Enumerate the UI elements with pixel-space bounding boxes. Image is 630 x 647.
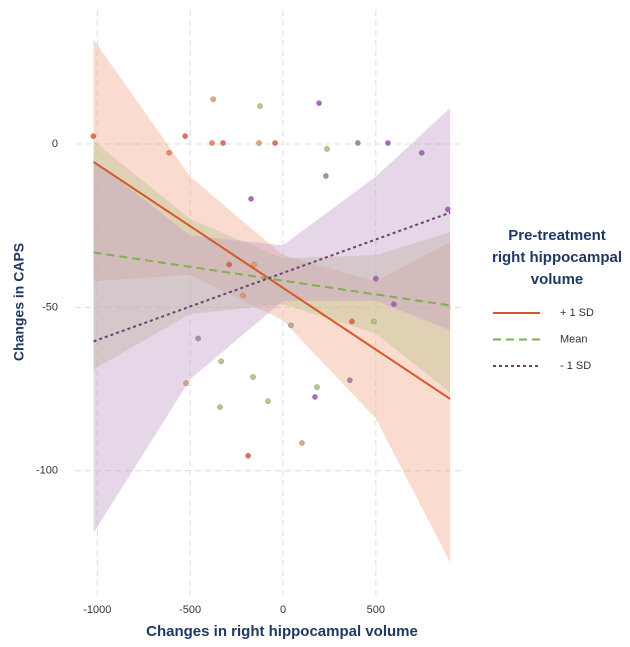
- confidence-band: [93, 108, 451, 533]
- data-point: [347, 377, 353, 384]
- data-point: [195, 335, 201, 342]
- x-tick-label: -500: [179, 604, 201, 616]
- data-point: [418, 150, 425, 156]
- legend-label: Mean: [560, 333, 588, 345]
- confidence-band: [93, 140, 451, 393]
- legend-title: right hippocampal: [492, 249, 622, 266]
- data-point: [299, 440, 305, 446]
- data-point: [245, 453, 251, 459]
- legend-title: Pre-treatment: [508, 227, 606, 244]
- data-point: [256, 140, 262, 146]
- data-point: [257, 103, 263, 109]
- x-tick-label: 500: [367, 604, 385, 616]
- data-point: [272, 140, 278, 146]
- data-point: [288, 322, 294, 329]
- y-tick-label: -50: [42, 301, 58, 313]
- y-axis-title: Changes in CAPS: [11, 243, 27, 361]
- data-point: [316, 100, 322, 106]
- x-tick-label: 0: [280, 604, 286, 616]
- data-point: [314, 384, 320, 390]
- data-point: [371, 318, 377, 325]
- x-tick-label: -1000: [83, 604, 111, 616]
- x-axis-title: Changes in right hippocampal volume: [146, 623, 418, 640]
- data-point: [183, 380, 189, 386]
- data-point: [220, 140, 226, 146]
- legend-title: volume: [531, 271, 584, 288]
- data-point: [250, 374, 256, 380]
- data-point: [226, 261, 232, 268]
- data-point: [349, 318, 355, 325]
- data-point: [248, 196, 254, 202]
- data-point: [182, 133, 188, 139]
- data-point: [90, 133, 97, 139]
- data-point: [391, 301, 397, 307]
- y-tick-label: -100: [36, 465, 58, 477]
- data-point: [218, 358, 224, 365]
- confidence-band: [93, 39, 451, 563]
- legend-label: - 1 SD: [560, 360, 591, 372]
- data-point: [312, 394, 318, 400]
- data-point: [209, 140, 215, 146]
- data-point: [385, 140, 391, 146]
- data-point: [265, 398, 271, 404]
- data-point: [324, 146, 330, 152]
- data-point: [166, 150, 172, 156]
- data-point: [444, 206, 451, 213]
- y-tick-label: 0: [52, 138, 58, 150]
- data-point: [240, 292, 246, 299]
- legend-label: + 1 SD: [560, 307, 594, 319]
- data-point: [217, 404, 223, 410]
- data-point: [373, 275, 379, 282]
- trend-line: [93, 251, 451, 307]
- data-point: [251, 261, 257, 268]
- data-point: [323, 173, 329, 179]
- data-point: [210, 96, 216, 102]
- data-point: [355, 140, 361, 146]
- trend-line: [93, 161, 451, 400]
